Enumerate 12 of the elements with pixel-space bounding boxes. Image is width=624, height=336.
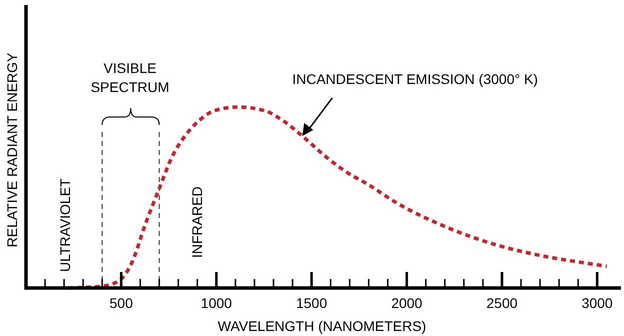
annotation: INCANDESCENT EMISSION (3000° K) — [292, 70, 538, 87]
x-tick-label: 2000 — [391, 295, 423, 311]
x-tick-label: 1500 — [296, 295, 328, 311]
y-axis-title: RELATIVE RADIANT ENERGY — [4, 52, 20, 248]
x-tick-label: 3000 — [582, 295, 613, 311]
x-tick-label: 1000 — [200, 295, 232, 311]
text: VISIBLE SPECTRUM — [90, 60, 170, 95]
annotation: INFRARED — [189, 186, 205, 258]
x-axis-title: WAVELENGTH (NANOMETERS) — [218, 318, 426, 334]
x-tick-label: 2500 — [486, 295, 518, 311]
x-tick-label: 500 — [110, 295, 134, 311]
annotation: ULTRAVIOLET — [57, 178, 73, 272]
